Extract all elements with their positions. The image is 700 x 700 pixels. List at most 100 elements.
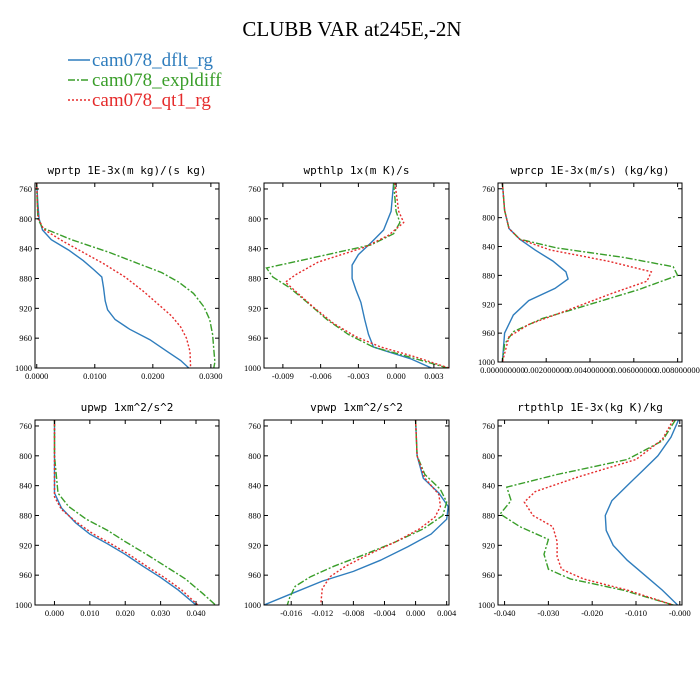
x-tick-label: -0.020 <box>581 608 603 618</box>
y-tick-label: 920 <box>248 303 261 313</box>
x-tick-label: -0.030 <box>537 608 559 618</box>
y-tick-label: 760 <box>248 184 261 194</box>
chart-panel: wprcp 1E-3x(m/s) (kg/kg) 760 800 840 880 920 9… <box>478 164 700 375</box>
y-tick-label: 800 <box>248 214 261 224</box>
plot-frame <box>34 419 220 606</box>
y-tick-label: 880 <box>248 510 261 520</box>
x-tick-label: 0.010 <box>80 608 99 618</box>
panel-title: upwp 1xm^2/s^2 <box>81 401 174 414</box>
x-tick-label: 0.000000000 <box>480 365 525 375</box>
figure-title: CLUBB VAR at245E,-2N <box>242 17 461 41</box>
plot-frame <box>263 182 450 369</box>
x-tick-label: -0.004 <box>373 608 396 618</box>
series-line <box>351 183 432 368</box>
plot-frame <box>263 419 450 606</box>
series-line <box>36 183 192 368</box>
y-tick-label: 760 <box>482 421 495 431</box>
y-tick-label: 960 <box>19 333 32 343</box>
y-tick-label: 840 <box>19 244 32 254</box>
x-tick-label: -0.006 <box>310 371 332 381</box>
x-tick-label: 0.004 <box>437 608 457 618</box>
x-tick-label: 0.003 <box>424 371 443 381</box>
x-tick-label: -0.009 <box>272 371 294 381</box>
y-tick-label: 920 <box>19 303 32 313</box>
plot-frame <box>497 182 683 363</box>
x-tick-label: -0.008 <box>342 608 364 618</box>
y-tick-label: 1000 <box>478 357 495 367</box>
series-line <box>501 183 569 362</box>
y-tick-label: 800 <box>19 214 32 224</box>
y-tick-label: 960 <box>19 570 32 580</box>
x-tick-label: -0.000 <box>669 608 691 618</box>
x-tick-label: -0.040 <box>494 608 516 618</box>
y-tick-label: 880 <box>482 270 495 280</box>
y-tick-label: 760 <box>19 421 32 431</box>
y-tick-label: 920 <box>482 540 495 550</box>
y-tick-label: 800 <box>19 451 32 461</box>
x-tick-label: 0.0100 <box>83 371 106 381</box>
chart-panel: upwp 1xm^2/s^2 760 800 840 880 920 960 1000 0.00… <box>15 401 220 618</box>
x-tick-label: 0.020 <box>116 608 135 618</box>
legend-item: cam078_dflt_rg <box>68 50 214 71</box>
x-tick-label: -0.012 <box>311 608 333 618</box>
series-line <box>499 420 676 605</box>
y-tick-label: 960 <box>482 570 495 580</box>
legend-item: cam078_expldiff <box>68 70 222 91</box>
y-tick-label: 1000 <box>244 363 261 373</box>
x-tick-label: -0.016 <box>280 608 302 618</box>
series-line <box>320 420 442 605</box>
y-tick-label: 800 <box>482 451 495 461</box>
y-tick-label: 760 <box>248 421 261 431</box>
y-tick-label: 1000 <box>15 363 32 373</box>
y-tick-label: 920 <box>248 540 261 550</box>
legend: cam078_dflt_rgcam078_expldiffcam078_qt1_… <box>68 50 222 111</box>
y-tick-label: 840 <box>19 481 32 491</box>
y-tick-label: 960 <box>248 333 261 343</box>
y-tick-label: 840 <box>248 244 261 254</box>
x-tick-label: 0.0000 <box>25 371 48 381</box>
chart-panel: wprtp 1E-3x(m kg)/(s kg) 760 800 840 880 920 9… <box>15 164 223 381</box>
series-line <box>53 420 216 605</box>
panel-title: rtpthlp 1E-3x(kg K)/kg <box>517 401 663 414</box>
series-line <box>604 420 680 605</box>
x-tick-label: 0.000 <box>387 371 406 381</box>
x-tick-label: 0.008000000 <box>655 365 700 375</box>
series-line <box>265 183 448 368</box>
y-tick-label: 960 <box>248 570 261 580</box>
y-tick-label: 960 <box>482 328 495 338</box>
plot-frame <box>34 182 220 369</box>
panels: wprtp 1E-3x(m kg)/(s kg) 760 800 840 880 920 9… <box>15 164 700 618</box>
chart-panel: wpthlp 1x(m K)/s 760 800 840 880 920 960 1000 -0… <box>244 164 450 381</box>
x-tick-label: 0.030 <box>151 608 170 618</box>
series-line <box>286 420 448 605</box>
legend-item: cam078_qt1_rg <box>68 90 211 111</box>
x-tick-label: 0.0200 <box>141 371 164 381</box>
panel-title: wpthlp 1x(m K)/s <box>304 164 410 177</box>
series-line <box>53 420 199 605</box>
y-tick-label: 1000 <box>478 600 495 610</box>
x-tick-label: 0.002000000 <box>524 365 569 375</box>
panel-title: vpwp 1xm^2/s^2 <box>310 401 403 414</box>
y-tick-label: 760 <box>482 184 495 194</box>
x-tick-label: 0.000 <box>45 608 64 618</box>
x-tick-label: 0.000 <box>406 608 425 618</box>
chart-panel: rtpthlp 1E-3x(kg K)/kg 760 800 840 880 920 960… <box>478 401 691 618</box>
x-tick-label: 0.0300 <box>199 371 222 381</box>
y-tick-label: 880 <box>482 510 495 520</box>
y-tick-label: 840 <box>482 481 495 491</box>
x-tick-label: -0.003 <box>347 371 369 381</box>
panel-title: wprcp 1E-3x(m/s) (kg/kg) <box>511 164 670 177</box>
chart-panel: vpwp 1xm^2/s^2 760 800 840 880 920 960 1000 -0.0… <box>244 401 457 618</box>
y-tick-label: 920 <box>482 299 495 309</box>
legend-label: cam078_qt1_rg <box>92 90 211 111</box>
series-line <box>53 420 197 605</box>
legend-label: cam078_expldiff <box>92 70 222 91</box>
y-tick-label: 800 <box>248 451 261 461</box>
series-line <box>284 183 449 368</box>
y-tick-label: 800 <box>482 213 495 223</box>
x-tick-label: 0.004000000 <box>568 365 613 375</box>
y-tick-label: 1000 <box>244 600 261 610</box>
series-line <box>264 420 449 605</box>
series-line <box>36 183 216 368</box>
